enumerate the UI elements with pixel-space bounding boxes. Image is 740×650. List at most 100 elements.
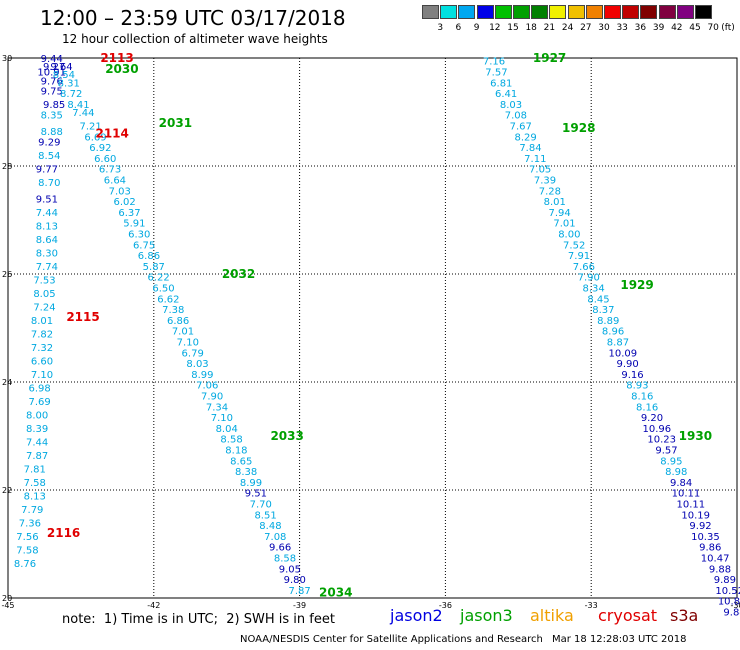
wave-height-value: 7.87 — [288, 586, 310, 597]
track-label: 1928 — [562, 121, 595, 135]
lon-tick-label: -36 — [439, 601, 452, 610]
lat-tick-label: 24 — [2, 378, 12, 387]
wave-height-value: 10.11 — [677, 500, 706, 511]
legend-item-cryosat: cryosat — [598, 606, 658, 625]
wave-height-value: 6.69 — [84, 132, 106, 143]
lon-tick-label: -39 — [293, 601, 306, 610]
wave-height-value: 7.82 — [31, 329, 53, 340]
wave-height-value: 6.98 — [28, 383, 50, 394]
wave-height-value: 9.44 — [41, 54, 63, 65]
wave-height-value: 9.84 — [723, 608, 740, 619]
wave-height-value: 8.99 — [240, 478, 262, 489]
wave-height-value: 6.86 — [138, 251, 160, 262]
wave-height-value: 7.44 — [26, 437, 48, 448]
wave-height-value: 6.22 — [148, 273, 170, 284]
wave-height-value: 8.65 — [230, 456, 252, 467]
wave-height-value: 9.20 — [641, 413, 663, 424]
wave-height-value: 8.89 — [597, 316, 619, 327]
scale-label: 27 — [580, 23, 592, 33]
wave-height-value: 9.76 — [41, 77, 63, 88]
scale-swatch — [658, 5, 676, 19]
wave-height-value: 8.58 — [274, 554, 296, 565]
wave-height-value: 7.36 — [19, 518, 41, 529]
wave-height-value: 8.76 — [14, 559, 36, 570]
scale-swatch — [476, 5, 494, 19]
track-label: 1929 — [620, 278, 653, 292]
wave-height-value: 7.70 — [250, 500, 272, 511]
track-label: 2115 — [66, 310, 99, 324]
wave-height-value: 7.24 — [33, 302, 55, 313]
wave-height-value: 8.54 — [53, 70, 75, 81]
wave-height-value: 8.58 — [220, 435, 242, 446]
wave-height-value: 7.01 — [553, 219, 575, 230]
track-label: 2034 — [319, 586, 352, 600]
wave-height-value: 7.84 — [519, 143, 541, 154]
lat-lon-grid — [7, 57, 738, 599]
wave-height-value: 7.67 — [510, 122, 532, 133]
wave-height-value: 9.92 — [689, 521, 711, 532]
track-label: 1930 — [679, 429, 712, 443]
wave-height-value: 7.87 — [26, 451, 48, 462]
scale-label: 6 — [455, 23, 462, 33]
track-label: 2113 — [100, 51, 133, 65]
wave-height-value: 8.00 — [26, 410, 48, 421]
wave-height-value: 7.90 — [201, 392, 223, 403]
wave-height-value: 6.81 — [490, 78, 512, 89]
wave-height-value: 7.53 — [33, 275, 55, 286]
wave-height-value: 7.58 — [16, 545, 38, 556]
scale-swatch — [585, 5, 603, 19]
lat-tick-label: 22 — [2, 486, 12, 495]
scale-swatch — [604, 5, 621, 19]
wave-height-value: 7.32 — [31, 343, 53, 354]
wave-height-value: 6.60 — [94, 154, 116, 165]
scale-swatch — [531, 5, 549, 19]
wave-height-value: 7.91 — [568, 251, 590, 262]
wave-height-value: 8.04 — [216, 424, 238, 435]
wave-height-value: 10.11 — [672, 489, 701, 500]
wave-height-value: 9.85 — [43, 100, 65, 111]
track-label: 2116 — [47, 526, 80, 540]
wave-height-value: 10.23 — [647, 435, 676, 446]
scale-label: 3 — [437, 23, 444, 33]
wave-height-value: 8.41 — [67, 100, 89, 111]
scale-swatch — [567, 5, 585, 19]
wave-height-value: 9.84 — [670, 478, 692, 489]
wave-height-value: 8.38 — [235, 467, 257, 478]
scale-swatch — [695, 5, 712, 19]
wave-height-value: 8.70 — [38, 178, 60, 189]
wave-height-value: 9.80 — [284, 575, 306, 586]
wave-height-value: 7.10 — [177, 338, 199, 349]
wave-height-value: 7.56 — [16, 532, 38, 543]
wave-height-value: 6.60 — [31, 356, 53, 367]
lon-tick-label: -45 — [1, 601, 14, 610]
wave-height-value: 8.54 — [38, 151, 60, 162]
wave-height-value: 7.69 — [28, 397, 50, 408]
track-label: 2114 — [95, 127, 128, 141]
credit-text: NOAA/NESDIS Center for Satellite Applica… — [240, 634, 543, 645]
legend-item-jason3: jason3 — [460, 606, 513, 625]
scale-label: 18 — [525, 23, 537, 33]
wave-height-value: 5.91 — [123, 219, 145, 230]
wave-height-value: 7.28 — [539, 186, 561, 197]
wave-height-value: 6.79 — [182, 348, 204, 359]
wave-height-value: 6.50 — [152, 284, 174, 295]
wave-height-value: 9.89 — [714, 575, 736, 586]
wave-height-value: 7.44 — [36, 208, 58, 219]
lat-tick-label: 30 — [2, 54, 12, 63]
wave-height-value: 7.08 — [505, 111, 527, 122]
wave-height-value: 8.45 — [587, 294, 609, 305]
wave-height-value: 9.75 — [41, 86, 63, 97]
wave-height-value: 8.31 — [58, 78, 80, 89]
wave-height-value: 7.44 — [72, 108, 94, 119]
scale-swatch — [622, 5, 640, 19]
wave-height-value: 8.48 — [259, 521, 281, 532]
wave-height-value: 8.96 — [602, 327, 624, 338]
scale-swatch — [640, 5, 658, 19]
wave-height-value: 8.87 — [607, 338, 629, 349]
wave-height-value: 10.52 — [715, 586, 740, 597]
wave-height-value: 9.66 — [269, 543, 291, 554]
wave-height-value: 8.95 — [660, 456, 682, 467]
wave-height-value: 8.98 — [665, 467, 687, 478]
scale-swatch — [440, 5, 458, 19]
wave-height-value: 7.79 — [21, 505, 43, 516]
